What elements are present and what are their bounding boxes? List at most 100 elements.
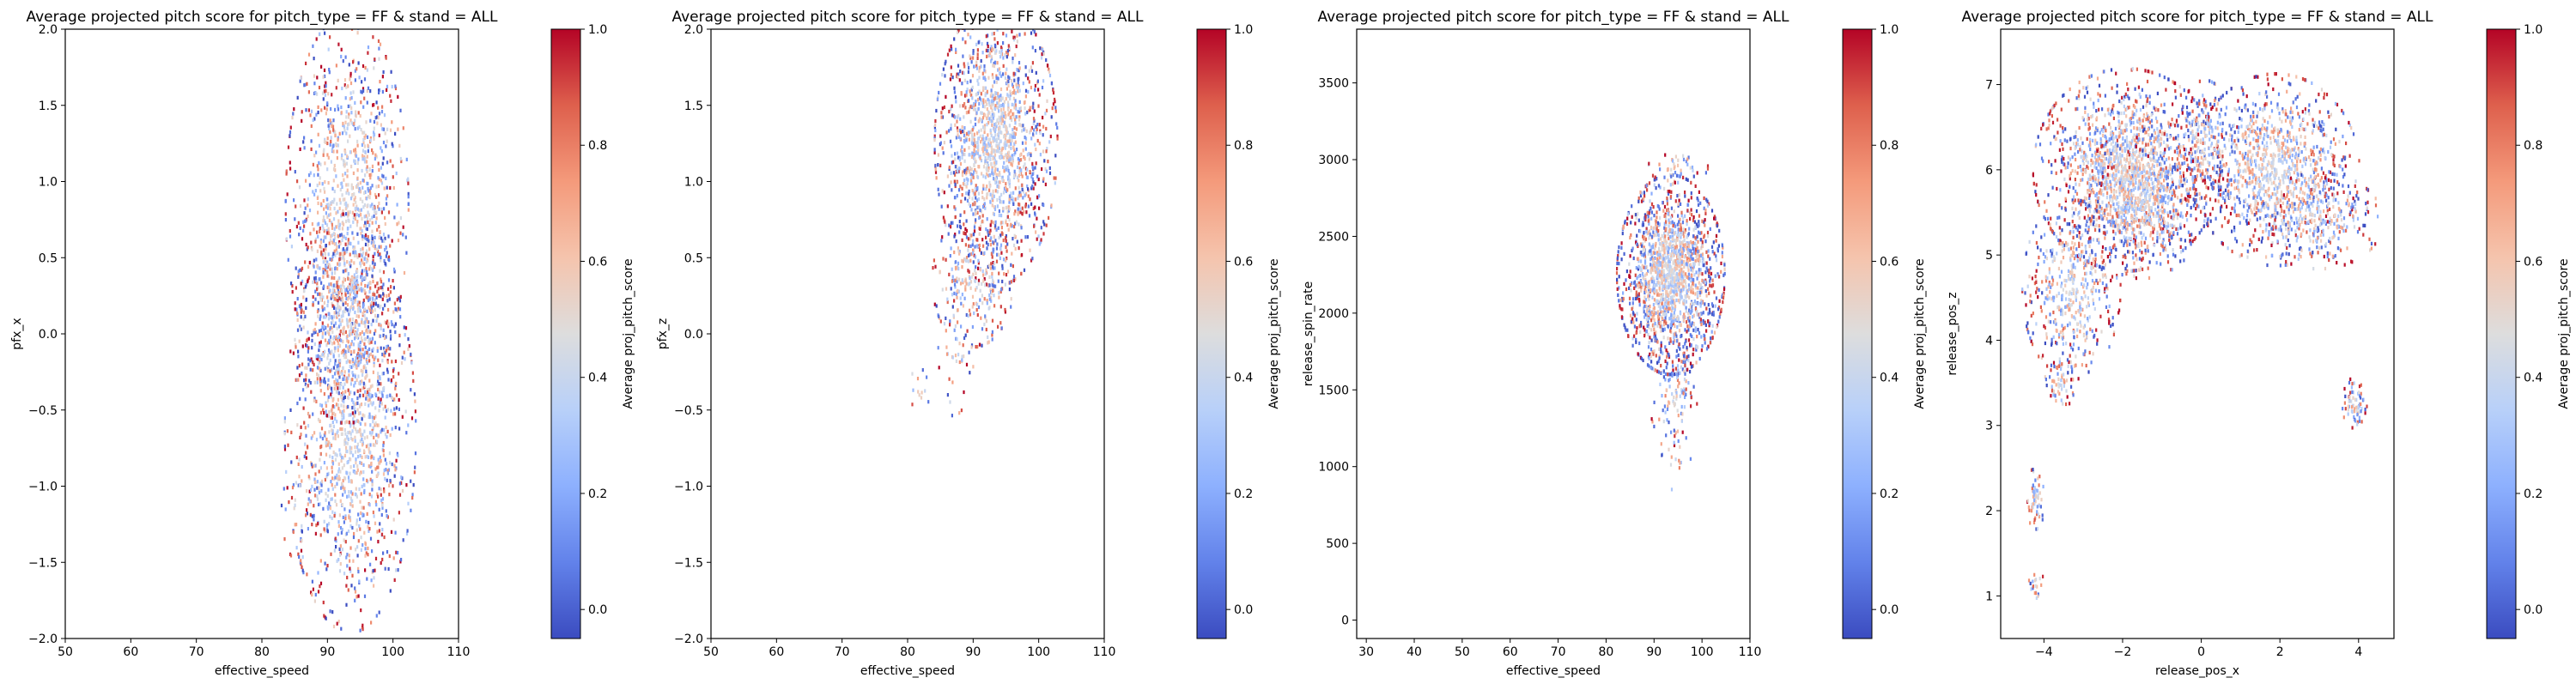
heatmap-cell — [361, 536, 362, 539]
heatmap-cell — [311, 124, 313, 128]
heatmap-cell — [987, 217, 988, 221]
heatmap-cell — [330, 393, 331, 396]
heatmap-cell — [971, 275, 973, 279]
heatmap-cell — [373, 348, 374, 351]
heatmap-cell — [378, 294, 380, 298]
heatmap-cell — [375, 302, 377, 306]
heatmap-cell — [325, 562, 326, 566]
heatmap-cell — [315, 151, 317, 154]
heatmap-cell — [337, 434, 339, 438]
heatmap-cell — [365, 252, 367, 256]
heatmap-cell — [348, 272, 349, 275]
heatmap-cell — [955, 100, 957, 103]
heatmap-cell — [999, 126, 1001, 130]
heatmap-cell — [339, 554, 341, 557]
heatmap-cell — [1002, 32, 1004, 35]
heatmap-cell — [305, 62, 307, 65]
heatmap-cell — [1003, 156, 1005, 160]
heatmap-cell — [310, 513, 312, 517]
heatmap-cell — [356, 518, 358, 522]
heatmap-cell — [399, 481, 401, 485]
heatmap-cell — [366, 351, 368, 354]
heatmap-cell — [324, 140, 325, 143]
heatmap-cell — [334, 253, 336, 257]
heatmap-cell — [347, 303, 349, 306]
heatmap-cell — [325, 236, 326, 239]
heatmap-cell — [332, 421, 334, 424]
heatmap-cell — [341, 252, 343, 256]
heatmap-cell — [972, 243, 974, 246]
heatmap-cell — [414, 392, 416, 396]
heatmap-cell — [335, 537, 337, 541]
heatmap-cell — [361, 336, 362, 340]
heatmap-cell — [993, 190, 994, 193]
heatmap-cell — [341, 87, 343, 90]
heatmap-cell — [330, 326, 331, 330]
heatmap-cell — [381, 149, 383, 153]
heatmap-cell — [341, 531, 343, 535]
heatmap-cell — [993, 97, 995, 100]
heatmap-cell — [404, 351, 405, 354]
heatmap-cell — [366, 479, 368, 482]
heatmap-cell — [951, 293, 953, 296]
heatmap-cell — [324, 271, 325, 275]
heatmap-cell — [984, 113, 986, 117]
heatmap-cell — [986, 319, 987, 323]
heatmap-cell — [317, 480, 319, 483]
heatmap-cell — [380, 456, 381, 459]
heatmap-cell — [1014, 53, 1016, 57]
heatmap-cell — [405, 431, 407, 434]
heatmap-cell — [999, 321, 1001, 324]
heatmap-cell — [935, 109, 937, 112]
heatmap-cell — [968, 259, 969, 263]
heatmap-cell — [394, 132, 396, 136]
heatmap-cell — [326, 414, 328, 417]
heatmap-cell — [1032, 45, 1034, 49]
heatmap-cell — [310, 368, 312, 372]
heatmap-cell — [372, 221, 374, 225]
heatmap-cell — [1025, 65, 1027, 69]
heatmap-cell — [992, 265, 993, 269]
heatmap-cell — [368, 239, 369, 243]
heatmap-cell — [301, 363, 303, 366]
heatmap-cell — [941, 116, 943, 119]
heatmap-cell — [956, 239, 957, 243]
heatmap-cell — [317, 211, 319, 215]
heatmap-cell — [330, 140, 331, 143]
heatmap-cell — [986, 172, 987, 176]
heatmap-cell — [1030, 129, 1032, 132]
heatmap-cell — [997, 41, 999, 45]
heatmap-cell — [961, 82, 963, 85]
heatmap-cell — [989, 143, 991, 147]
heatmap-cell — [343, 59, 344, 63]
heatmap-cell — [981, 191, 983, 194]
heatmap-cell — [933, 258, 935, 262]
heatmap-cell — [337, 520, 339, 524]
heatmap-cell — [998, 132, 999, 136]
heatmap-cell — [350, 290, 352, 294]
heatmap-cell — [351, 184, 353, 187]
heatmap-cell — [349, 225, 351, 228]
heatmap-cell — [369, 218, 371, 221]
heatmap-cell — [344, 438, 346, 441]
heatmap-cell — [296, 456, 298, 459]
heatmap-cell — [967, 166, 969, 170]
heatmap-cell — [992, 194, 993, 197]
heatmap-cell — [344, 454, 346, 457]
heatmap-cell — [392, 484, 393, 487]
heatmap-cell — [358, 111, 360, 114]
heatmap-cell — [954, 152, 956, 155]
heatmap-cell — [320, 240, 322, 244]
heatmap-cell — [346, 154, 348, 158]
heatmap-cell — [1004, 121, 1005, 124]
heatmap-cell — [959, 185, 961, 188]
heatmap-cell — [1007, 103, 1009, 106]
heatmap-cell — [326, 223, 328, 227]
heatmap-cell — [283, 537, 285, 541]
heatmap-cell — [947, 204, 949, 208]
heatmap-cell — [386, 550, 388, 554]
heatmap-cell — [358, 61, 360, 64]
heatmap-cell — [320, 251, 322, 255]
heatmap-cell — [324, 527, 325, 530]
heatmap-cell — [986, 185, 987, 188]
